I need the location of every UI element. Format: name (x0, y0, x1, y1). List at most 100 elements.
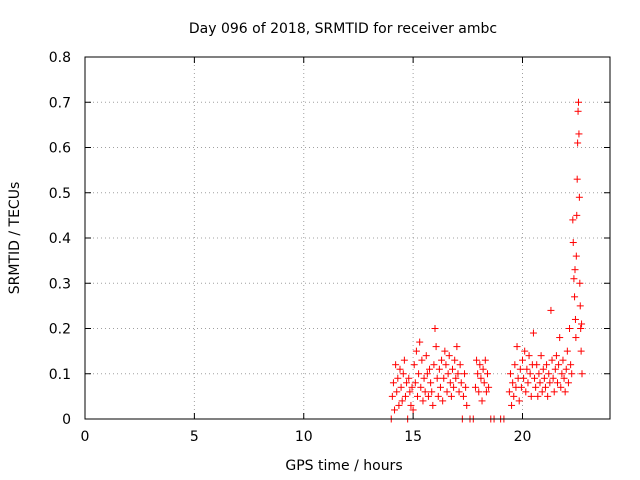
data-point (475, 388, 483, 396)
data-point (432, 343, 440, 351)
data-point (576, 279, 584, 287)
data-point (429, 401, 437, 409)
chart-title: Day 096 of 2018, SRMTID for receiver amb… (189, 21, 497, 37)
data-point (510, 392, 518, 400)
data-point (523, 365, 531, 373)
data-point (401, 392, 409, 400)
data-point (558, 370, 566, 378)
y-tick-label: 0.8 (49, 50, 71, 66)
data-point (509, 379, 517, 387)
x-tick-labels: 0 5 10 15 20 (81, 429, 532, 445)
data-point (525, 352, 533, 360)
x-tick-label: 10 (295, 429, 313, 445)
data-point (552, 352, 560, 360)
data-point (409, 406, 417, 414)
y-tick-label: 0.2 (49, 322, 71, 338)
data-point (441, 347, 449, 355)
data-point (573, 211, 581, 219)
data-point (505, 388, 513, 396)
data-point (550, 388, 558, 396)
y-tick-label: 0 (62, 412, 71, 428)
data-point (516, 365, 524, 373)
data-point (521, 347, 529, 355)
data-point (575, 98, 582, 106)
data-point (480, 379, 488, 387)
data-point (452, 374, 460, 382)
data-point (546, 379, 554, 387)
data-point (406, 388, 414, 396)
data-point (418, 356, 426, 364)
grid-lines (85, 57, 610, 419)
data-point (549, 374, 557, 382)
data-point (462, 383, 470, 391)
y-tick-label: 0.3 (49, 276, 71, 292)
data-point (567, 361, 575, 369)
data-point (555, 361, 563, 369)
data-point (529, 329, 537, 337)
data-point (457, 379, 465, 387)
data-point (442, 361, 450, 369)
data-point (562, 365, 570, 373)
data-point (463, 401, 471, 409)
data-point (399, 370, 407, 378)
data-point (451, 356, 459, 364)
data-point (449, 365, 456, 373)
data-point (419, 397, 427, 405)
data-point (403, 379, 411, 387)
data-point (548, 356, 556, 364)
data-point (439, 397, 447, 405)
data-point (446, 379, 454, 387)
data-point (575, 130, 583, 138)
data-point (564, 379, 572, 387)
data-point (556, 334, 564, 342)
data-point (456, 361, 464, 369)
data-point (388, 392, 396, 400)
data-point (436, 383, 444, 391)
data-point (515, 397, 523, 405)
data-point (508, 401, 516, 409)
data-point (517, 383, 525, 391)
data-point (532, 383, 540, 391)
x-tick-label: 20 (514, 429, 532, 445)
data-point (392, 361, 400, 369)
data-point (391, 406, 399, 414)
data-point (578, 370, 586, 378)
data-point (408, 383, 416, 391)
data-point (435, 365, 443, 373)
data-point (438, 356, 446, 364)
data-point (459, 392, 467, 400)
data-point (572, 252, 580, 260)
data-point (577, 347, 585, 355)
y-tick-label: 0.5 (49, 186, 71, 202)
data-point (454, 370, 462, 378)
y-tick-label: 0.1 (49, 367, 71, 383)
data-point (569, 216, 577, 224)
data-point (547, 306, 555, 314)
data-point (543, 361, 551, 369)
data-point (534, 392, 542, 400)
data-point (520, 374, 528, 382)
data-point (482, 388, 490, 396)
data-point (426, 365, 434, 373)
data-point (443, 388, 451, 396)
data-point (541, 383, 549, 391)
data-point (394, 374, 402, 382)
data-point (572, 334, 580, 342)
data-point (519, 356, 526, 364)
x-tick-label: 5 (190, 429, 199, 445)
x-tick-label: 15 (404, 429, 422, 445)
data-point (535, 370, 543, 378)
data-point (574, 139, 582, 147)
data-point (568, 370, 576, 378)
data-point (440, 374, 448, 382)
data-point (566, 325, 574, 332)
data-point (474, 370, 482, 378)
data-point (526, 370, 534, 378)
data-point (424, 392, 432, 400)
data-point (531, 374, 539, 382)
data-point (434, 392, 442, 400)
data-point (416, 338, 424, 346)
data-point (405, 374, 413, 382)
data-point (571, 293, 579, 301)
x-axis-label: GPS time / hours (285, 458, 402, 474)
